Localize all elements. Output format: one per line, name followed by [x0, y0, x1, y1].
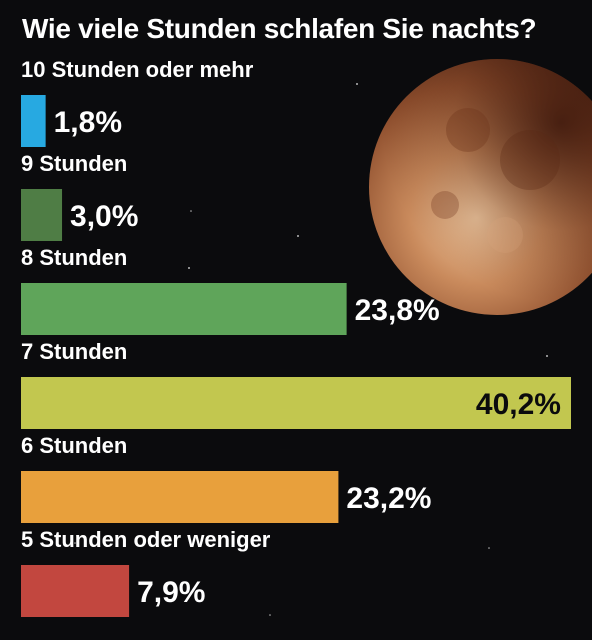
bar-8-stunden [21, 283, 347, 335]
bar-9-stunden [21, 189, 63, 241]
value-label-9-stunden: 3,0% [70, 200, 138, 233]
moon-image [369, 59, 592, 315]
bar-5-stunden-oder-weniger [21, 565, 130, 617]
chart-title: Wie viele Stunden schlafen Sie nachts? [22, 13, 536, 44]
value-label-6-stunden: 23,2% [346, 482, 431, 515]
value-label-10-stunden-oder-mehr: 1,8% [54, 106, 122, 139]
bar-10-stunden-oder-mehr [21, 95, 46, 147]
value-label-5-stunden-oder-weniger: 7,9% [137, 576, 205, 609]
category-label-7-stunden: 7 Stunden [21, 339, 127, 364]
category-label-9-stunden: 9 Stunden [21, 151, 127, 176]
category-label-10-stunden-oder-mehr: 10 Stunden oder mehr [21, 57, 254, 82]
value-label-8-stunden: 23,8% [355, 294, 440, 327]
bars-group: 10 Stunden oder mehr 1,8% 9 Stunden 3,0% 8 S… [21, 57, 571, 617]
category-label-5-stunden-oder-weniger: 5 Stunden oder weniger [21, 527, 271, 552]
value-label-7-stunden: 40,2% [476, 388, 561, 421]
bar-7-stunden [21, 377, 571, 429]
category-label-6-stunden: 6 Stunden [21, 433, 127, 458]
bar-6-stunden [21, 471, 339, 523]
category-label-8-stunden: 8 Stunden [21, 245, 127, 270]
